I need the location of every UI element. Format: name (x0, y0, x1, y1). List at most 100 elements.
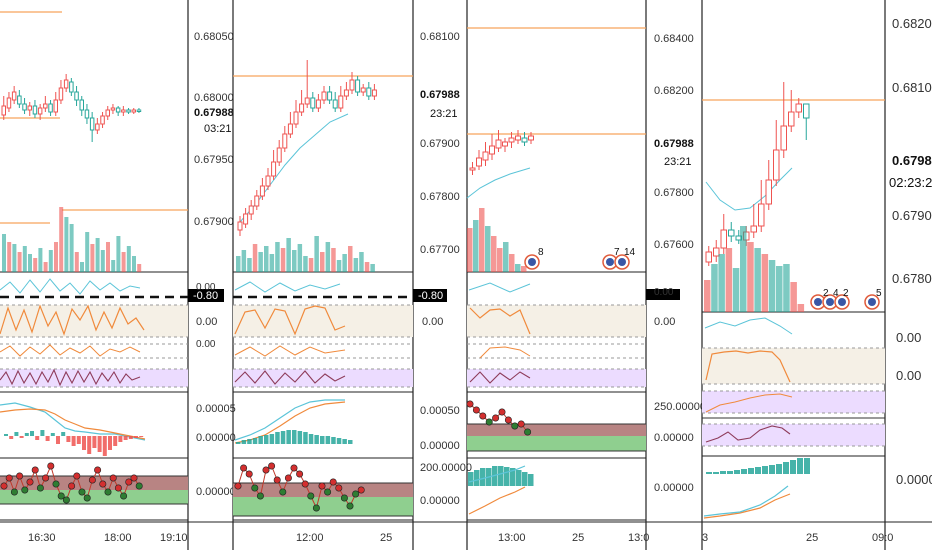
chart-pane-3[interactable]: 8 7 14 0.68400 0.68200 (466, 0, 706, 550)
histogram-bar (804, 458, 810, 474)
volume-bar (740, 226, 747, 312)
economic-event-badge[interactable]: 2 4 2 (810, 288, 850, 310)
volume-bar (320, 252, 325, 272)
cci-dot (130, 474, 138, 482)
cci-dot (357, 486, 365, 494)
economic-event-badge[interactable]: 5 (864, 288, 882, 310)
candle-body (84, 109, 90, 119)
volume-bar (264, 246, 269, 272)
candle-body (22, 103, 27, 111)
cci-dot (114, 484, 122, 492)
chart-pane-4[interactable]: 2 4 2 5 0.68200 0.68100 0.67900 0.67800 … (701, 0, 932, 550)
economic-event-badge[interactable]: 8 (524, 247, 544, 270)
pane1-stoch-label: 0.00 (196, 282, 216, 293)
pane1-time-label: 18:00 (104, 532, 132, 544)
candle-body (271, 161, 277, 177)
histogram-bar (348, 440, 353, 444)
pane1-macd-label: 0.00000 (196, 432, 236, 444)
candle-body (100, 115, 105, 125)
event-badge-count: 7 (614, 247, 620, 258)
volume-bar (509, 254, 515, 272)
candle-body (780, 125, 787, 151)
histogram-bar (468, 472, 474, 486)
histogram-bar (325, 436, 331, 444)
histogram-bar (504, 467, 510, 486)
histogram-bar (123, 436, 128, 440)
histogram-bar (275, 432, 280, 444)
volume-bar (515, 264, 521, 272)
histogram-bar (474, 470, 480, 486)
pane2-countdown: 23:21 (430, 108, 458, 120)
volume-bar (280, 248, 286, 272)
pane3-time-label: 13:00 (498, 532, 526, 544)
volume-bar (43, 262, 48, 272)
candle-body (237, 221, 243, 231)
pane4-price-label: 0.67900 (892, 208, 932, 223)
event-badge-count: 2 (823, 288, 829, 299)
histogram-bar (498, 466, 504, 486)
volume-bar (497, 248, 503, 272)
candle-body (476, 157, 482, 167)
cci-dot (256, 492, 264, 500)
volume-bar (286, 238, 291, 272)
volume-bar (100, 250, 105, 272)
pane2-rsi-label: -0.80 (418, 290, 443, 302)
economic-event-badge[interactable]: 7 14 (602, 247, 636, 270)
volume-bar (137, 264, 142, 272)
pane2-cci-label: 200.00000 (420, 462, 472, 474)
pane3-price-label: 0.67600 (654, 239, 694, 251)
candle-body (131, 109, 136, 113)
event-badge-count: 8 (538, 247, 544, 258)
event-badge-count: 14 (624, 247, 636, 258)
histogram-bar (480, 468, 486, 486)
volume-bar (252, 244, 258, 272)
pane2-stoch-label: 0.00 (422, 316, 443, 328)
histogram-bar (336, 438, 342, 444)
candle-body (1, 105, 6, 116)
candle-body (11, 91, 17, 101)
cci-dot (346, 502, 354, 510)
candle-body (293, 111, 299, 125)
volume-bar (342, 254, 347, 272)
candle-body (63, 79, 69, 89)
chart-pane-2[interactable]: 0.68100 0.67900 0.67800 0.67700 0.67988 … (232, 0, 472, 550)
pane4-countdown: 02:23:21 (889, 175, 932, 190)
histogram-bar (247, 439, 252, 444)
cci-dot (120, 492, 128, 500)
histogram-bar (713, 472, 719, 474)
volume-bar (80, 262, 84, 272)
cci-dot (312, 504, 320, 512)
volume-bar (732, 268, 740, 312)
volume-bar (132, 256, 136, 272)
histogram-bar (264, 435, 269, 444)
cci-dot (352, 490, 360, 498)
volume-bar (485, 226, 491, 272)
pane3-price-label: 0.67800 (654, 187, 694, 199)
cci-dot (485, 418, 493, 426)
candle-body (469, 167, 476, 171)
candle-body (795, 103, 802, 113)
histogram-bar (769, 465, 775, 474)
histogram-bar (134, 436, 138, 438)
cci-dot (262, 466, 270, 474)
candle-body (265, 175, 271, 187)
cci-dot (284, 474, 292, 482)
event-badge-count: 4 (833, 288, 839, 299)
cci-dot (307, 492, 315, 500)
candle-body (489, 145, 495, 155)
pane4-time-label: 25 (806, 532, 818, 544)
pane4-price-label: 0.68200 (892, 16, 932, 31)
cci-dot (99, 480, 107, 488)
histogram-bar (320, 436, 325, 444)
volume-bar (768, 260, 776, 312)
volume-bar (776, 266, 783, 312)
candle-body (332, 99, 338, 109)
cci-dot (83, 494, 91, 502)
candle-body (360, 87, 366, 93)
pane1-countdown: 03:21 (204, 123, 232, 135)
candle-body (482, 151, 489, 161)
candle-body (366, 87, 372, 97)
volume-bar (725, 248, 733, 312)
chart-pane-1[interactable]: 0.68050 0.68000 0.67950 0.67900 0.67988 … (0, 0, 236, 550)
